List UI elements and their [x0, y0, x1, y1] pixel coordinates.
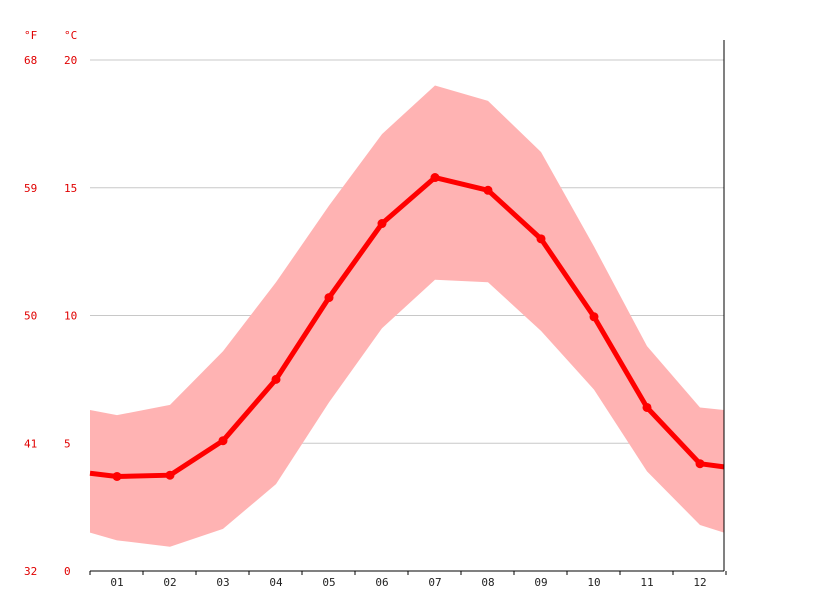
x-tick-label: 06 [375, 576, 388, 589]
data-point [271, 374, 281, 384]
data-point [165, 470, 175, 480]
y-tick-celsius: 20 [64, 54, 77, 67]
y-tick-celsius: 0 [64, 565, 71, 578]
y-tick-fahrenheit: 41 [24, 437, 37, 450]
y-tick-fahrenheit: 59 [24, 182, 37, 195]
y-tick-fahrenheit: 32 [24, 565, 37, 578]
x-tick-label: 08 [481, 576, 494, 589]
x-tick-label: 10 [587, 576, 600, 589]
y-tick-fahrenheit: 68 [24, 54, 37, 67]
y-tick-celsius: 15 [64, 182, 77, 195]
axis-labels: °F °C 0 32 5 41 10 50 15 59 20 68 01 02 03 04 05 06 07 08… [24, 29, 707, 589]
x-tick-label: 02 [163, 576, 176, 589]
x-tick-label: 01 [110, 576, 123, 589]
data-point [324, 293, 334, 303]
temperature-range-band [90, 85, 724, 547]
data-point [218, 436, 228, 446]
x-tick-label: 11 [640, 576, 653, 589]
x-tick-label: 07 [428, 576, 441, 589]
x-tick-label: 03 [216, 576, 229, 589]
x-tick-label: 12 [693, 576, 706, 589]
data-points [112, 173, 705, 481]
y-tick-fahrenheit: 50 [24, 310, 37, 323]
data-point [430, 173, 440, 183]
data-point [642, 402, 652, 412]
data-point [112, 471, 122, 481]
data-point [377, 219, 387, 229]
y-tick-celsius: 10 [64, 310, 77, 323]
x-tick-label: 09 [534, 576, 547, 589]
celsius-unit-label: °C [64, 29, 77, 42]
data-point [536, 234, 546, 244]
y-tick-celsius: 5 [64, 437, 71, 450]
data-point [695, 459, 705, 469]
data-point [589, 312, 599, 322]
average-temperature-line [89, 175, 725, 479]
fahrenheit-unit-label: °F [24, 29, 37, 42]
x-tick-label: 04 [269, 576, 283, 589]
axes [89, 40, 727, 575]
x-tick-label: 05 [322, 576, 335, 589]
data-point [483, 185, 493, 195]
